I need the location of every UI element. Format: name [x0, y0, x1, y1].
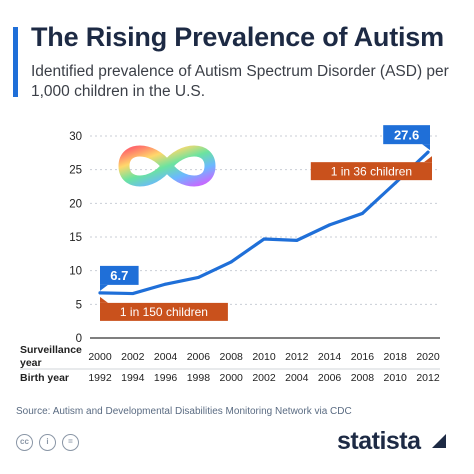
page-title: The Rising Prevalence of Autism [31, 22, 444, 52]
data-label: 27.6 [394, 127, 419, 142]
data-label-pointer [100, 296, 108, 303]
birth-year-tick-label: 2012 [416, 372, 440, 384]
license-icons: cc i = [16, 434, 79, 451]
creative-commons-icon: cc [16, 434, 33, 451]
data-label-box [100, 302, 228, 321]
y-tick-label: 0 [76, 333, 82, 345]
surveillance-year-label: Surveillance [20, 344, 82, 356]
x-tick-label: 2012 [285, 351, 309, 363]
x-tick-label: 2006 [187, 351, 211, 363]
data-label-box [383, 125, 430, 145]
title-accent-bar [13, 27, 18, 97]
y-tick-label: 30 [69, 131, 82, 143]
birth-year-tick-label: 2000 [220, 372, 244, 384]
y-tick-label: 25 [69, 165, 82, 177]
birth-year-tick-label: 2010 [384, 372, 408, 384]
data-label: 1 in 150 children [120, 305, 208, 319]
x-tick-label: 2016 [351, 351, 375, 363]
birth-year-tick-label: 2006 [318, 372, 342, 384]
data-point [131, 292, 135, 296]
source-note: Source: Autism and Developmental Disabil… [16, 406, 352, 417]
data-point [262, 237, 266, 241]
data-point [164, 282, 168, 286]
x-tick-label: 2014 [318, 351, 342, 363]
birth-year-tick-label: 1998 [187, 372, 211, 384]
y-tick-label: 10 [69, 266, 82, 278]
data-point [295, 238, 299, 242]
x-tick-label: 2018 [384, 351, 408, 363]
statista-logo-mark [432, 434, 446, 448]
data-label: 6.7 [110, 268, 128, 283]
data-point [393, 181, 397, 185]
x-tick-label: 2008 [220, 351, 244, 363]
x-tick-label: 2000 [88, 351, 112, 363]
y-tick-label: 5 [76, 299, 82, 311]
data-point [328, 223, 332, 227]
y-tick-label: 15 [69, 232, 82, 244]
data-point [426, 150, 430, 154]
data-label: 1 in 36 children [331, 164, 412, 178]
x-tick-label: 2002 [121, 351, 145, 363]
surveillance-year-label: year [20, 357, 42, 369]
statista-logo: statista [337, 427, 421, 455]
x-tick-label: 2004 [154, 351, 178, 363]
birth-year-tick-label: 2002 [252, 372, 276, 384]
page-subtitle: Identified prevalence of Autism Spectrum… [31, 63, 449, 100]
attribution-icon: i [39, 434, 56, 451]
data-point [360, 211, 364, 215]
data-label-box [310, 162, 432, 181]
x-tick-label: 2020 [416, 351, 440, 363]
birth-year-tick-label: 1992 [88, 372, 112, 384]
birth-year-tick-label: 2004 [285, 372, 309, 384]
data-point [229, 260, 233, 264]
y-tick-label: 20 [69, 198, 82, 210]
x-tick-label: 2010 [252, 351, 276, 363]
birth-year-label: Birth year [20, 372, 69, 384]
data-label-pointer [424, 156, 432, 163]
birth-year-tick-label: 2008 [351, 372, 375, 384]
data-point [196, 275, 200, 279]
data-label-pointer [100, 284, 108, 291]
no-derivatives-icon: = [62, 434, 79, 451]
data-point [98, 291, 102, 295]
data-label-pointer [422, 144, 430, 151]
data-label-box [100, 265, 139, 285]
infinity-symbol-icon [118, 145, 216, 187]
birth-year-tick-label: 1996 [154, 372, 178, 384]
birth-year-tick-label: 1994 [121, 372, 145, 384]
